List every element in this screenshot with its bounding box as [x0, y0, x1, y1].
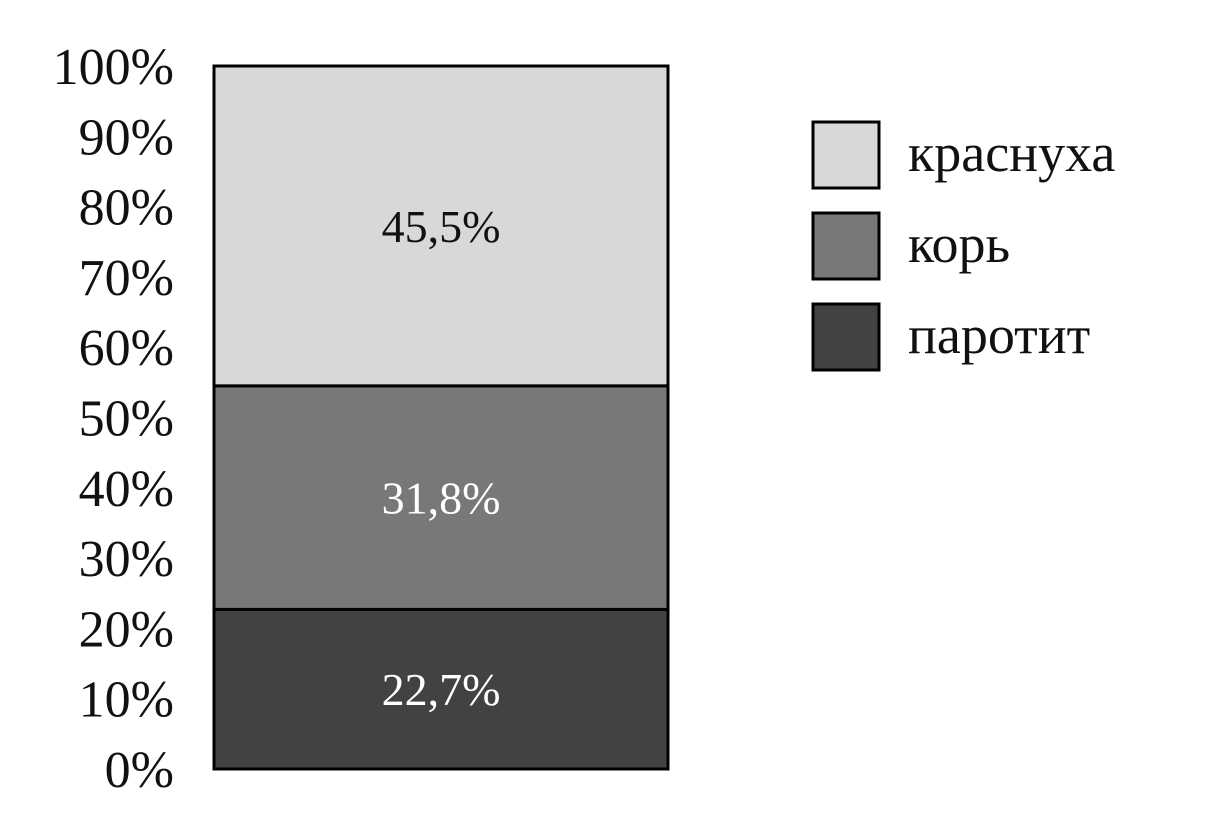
- bar-segment: [212, 384, 670, 611]
- y-tick-label: 10%: [79, 672, 174, 729]
- data-label: 31,8%: [382, 473, 501, 524]
- y-tick-label: 100%: [53, 39, 174, 96]
- bar-segment: [212, 64, 670, 388]
- y-tick-label: 30%: [79, 531, 174, 588]
- y-tick-label: 90%: [79, 109, 174, 166]
- bar-stack: [212, 64, 670, 771]
- legend-label: паротит: [908, 305, 1090, 365]
- y-tick-label: 0%: [105, 742, 174, 799]
- y-axis: 0% 10% 20% 30% 40% 50% 60% 70% 80% 90% 100%: [53, 39, 174, 799]
- data-labels: 22,7% 31,8% 45,5%: [382, 201, 501, 715]
- data-label: 45,5%: [382, 201, 501, 252]
- y-tick-label: 60%: [79, 320, 174, 377]
- legend-label: корь: [908, 214, 1010, 274]
- legend-label: краснуха: [908, 123, 1115, 183]
- legend-swatch: [811, 120, 881, 190]
- data-label: 22,7%: [382, 664, 501, 715]
- y-tick-label: 70%: [79, 250, 174, 307]
- y-tick-label: 40%: [79, 461, 174, 518]
- legend-swatch: [811, 211, 881, 281]
- y-tick-label: 20%: [79, 601, 174, 658]
- bar-segment: [212, 607, 670, 771]
- y-tick-label: 80%: [79, 180, 174, 237]
- legend: краснуха корь паротит: [811, 120, 1115, 372]
- legend-swatch: [811, 302, 881, 372]
- y-tick-label: 50%: [79, 391, 174, 448]
